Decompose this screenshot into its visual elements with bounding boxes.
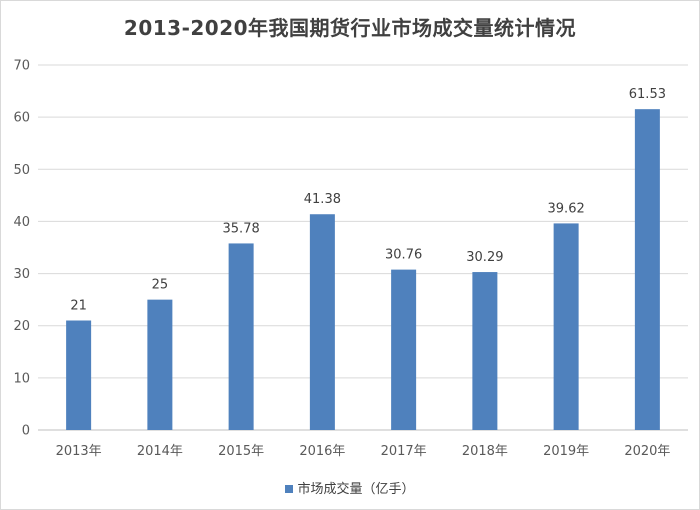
data-labels: 21 25 35.78 41.38 30.76 30.29 39.62 61.53: [70, 87, 666, 313]
x-category-label: 2019年: [543, 444, 589, 459]
chart-title: 2013-2020年我国期货行业市场成交量统计情况: [123, 16, 577, 40]
bar: [553, 223, 579, 430]
bar: [634, 109, 660, 430]
y-tick-label: 30: [13, 267, 30, 282]
bar: [309, 214, 335, 430]
x-category-label: 2013年: [56, 444, 102, 459]
y-tick-label: 20: [13, 319, 30, 334]
data-label: 30.76: [385, 248, 422, 263]
data-label: 21: [70, 299, 87, 314]
y-tick-label: 10: [13, 371, 30, 386]
data-label: 30.29: [466, 250, 503, 265]
legend-swatch: [285, 484, 294, 493]
bar: [147, 299, 173, 430]
x-category-label: 2018年: [462, 444, 508, 459]
y-tick-label: 0: [22, 424, 30, 439]
x-axis-categories: 2013年 2014年 2015年 2016年 2017年 2018年 2019年 2020年: [56, 444, 671, 459]
x-category-label: 2016年: [299, 444, 345, 459]
bar: [228, 243, 254, 430]
legend-label: 市场成交量（亿手）: [297, 482, 415, 497]
bar: [472, 272, 498, 430]
legend: 市场成交量（亿手）: [0, 478, 700, 497]
y-tick-label: 50: [13, 163, 30, 178]
data-label: 61.53: [629, 87, 666, 102]
x-category-label: 2015年: [218, 444, 264, 459]
bar: [66, 320, 92, 430]
data-label: 39.62: [548, 201, 585, 216]
y-tick-label: 60: [13, 111, 30, 126]
bar: [391, 269, 417, 430]
x-category-label: 2014年: [137, 444, 183, 459]
data-label: 25: [152, 278, 169, 293]
data-label: 35.78: [223, 221, 260, 236]
y-tick-label: 70: [13, 59, 30, 74]
y-axis-ticks: 0 10 20 30 40 50 60 70: [13, 59, 30, 439]
y-tick-label: 40: [13, 215, 30, 230]
bars: [66, 109, 660, 430]
data-label: 41.38: [304, 192, 341, 207]
x-category-label: 2020年: [624, 444, 670, 459]
gridlines: [38, 64, 688, 431]
x-category-label: 2017年: [381, 444, 427, 459]
